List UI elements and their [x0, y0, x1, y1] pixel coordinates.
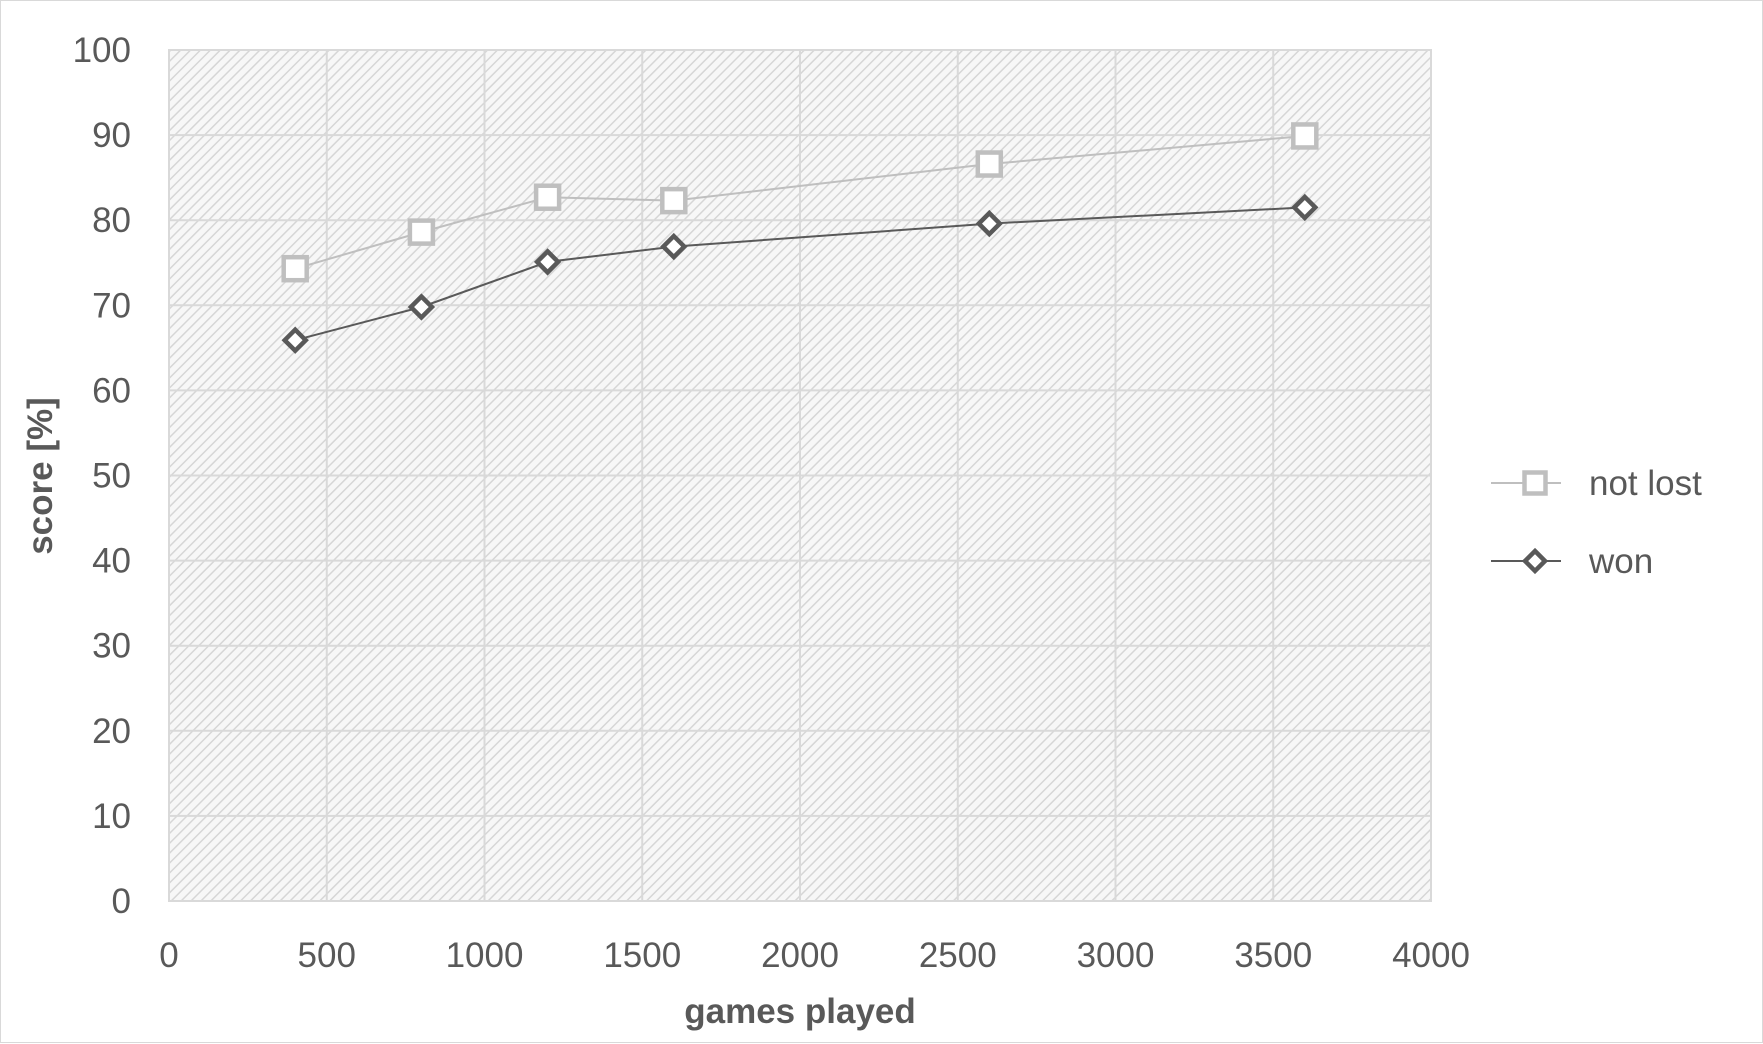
x-tick-label: 2500 [919, 936, 997, 975]
series-1 [281, 193, 1319, 354]
data-point-diamond [533, 248, 562, 276]
data-point-diamond [1291, 193, 1319, 222]
series-0 [281, 122, 1319, 283]
legend-item: not lost [1491, 464, 1702, 503]
x-axis-title: games played [684, 992, 916, 1031]
series-line [294, 134, 1305, 270]
legend-label: not lost [1589, 464, 1702, 503]
x-tick-label: 0 [159, 936, 178, 975]
x-tick-label: 3000 [1077, 936, 1155, 975]
y-tick-label: 10 [92, 797, 131, 836]
legend-label: won [1588, 542, 1653, 581]
data-point-diamond [281, 326, 309, 354]
y-tick-label: 80 [92, 201, 131, 240]
y-tick-label: 90 [92, 116, 131, 155]
y-tick-label: 100 [73, 31, 131, 70]
data-point-square [533, 183, 562, 211]
y-axis-tick-labels: 0 10 20 30 40 50 60 70 80 90 100 [73, 31, 131, 921]
legend-item: won [1491, 542, 1653, 581]
legend: not lost won [1491, 464, 1702, 581]
y-tick-label: 30 [92, 627, 131, 666]
data-point-square [660, 186, 688, 215]
x-tick-label: 1000 [446, 936, 524, 975]
y-tick-label: 70 [92, 286, 131, 325]
data-point-square [1522, 470, 1548, 496]
data-point-square [1291, 122, 1319, 150]
y-tick-label: 40 [92, 542, 131, 581]
x-tick-label: 3500 [1234, 936, 1312, 975]
y-tick-label: 60 [92, 371, 131, 410]
x-tick-label: 2000 [761, 936, 839, 975]
data-point-diamond [1521, 547, 1549, 575]
data-point-square [281, 254, 309, 283]
data-point-diamond [660, 232, 688, 261]
x-tick-label: 1500 [603, 936, 681, 975]
series-line [294, 206, 1305, 342]
plot-border [168, 49, 1432, 902]
y-tick-label: 50 [92, 457, 131, 496]
data-point-diamond [975, 209, 1003, 238]
y-tick-label: 0 [112, 882, 131, 921]
data-point-square [407, 218, 436, 246]
y-axis-title: score [%] [21, 397, 60, 555]
y-tick-label: 20 [92, 712, 131, 751]
data-point-diamond [407, 293, 436, 321]
x-tick-label: 500 [298, 936, 356, 975]
data-point-square [975, 150, 1004, 178]
x-tick-label: 4000 [1392, 936, 1470, 975]
series-layer [281, 122, 1319, 354]
x-axis-tick-labels: 0 500 1000 1500 2000 2500 3000 3500 4000 [159, 936, 1470, 975]
